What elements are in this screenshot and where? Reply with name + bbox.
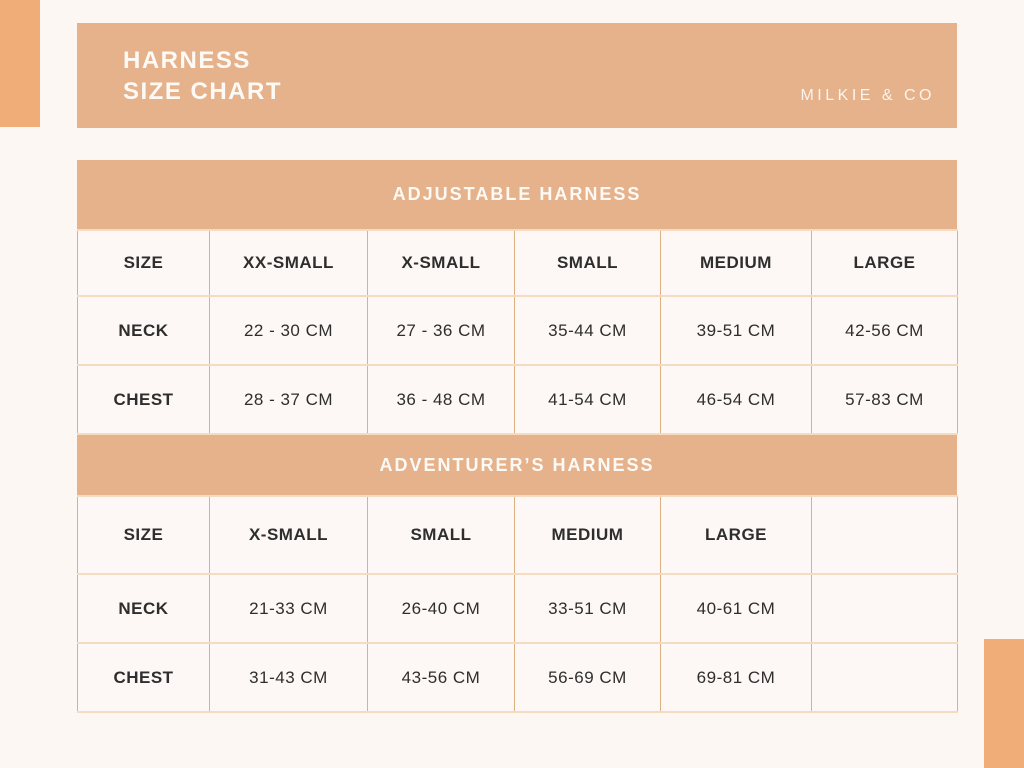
value-cell: 31-43 CM <box>209 642 368 713</box>
value-cell: 43-56 CM <box>367 642 515 713</box>
left-accent-stripe <box>0 0 40 127</box>
section-banner-adjustable: ADJUSTABLE HARNESS <box>77 160 957 229</box>
value-cell: 21-33 CM <box>209 573 368 644</box>
table-row: CHEST 28 - 37 CM 36 - 48 CM 41-54 CM 46-… <box>77 364 958 435</box>
table-row: NECK 22 - 30 CM 27 - 36 CM 35-44 CM 39-5… <box>77 295 958 366</box>
adventurer-harness-table: SIZE X-SMALL SMALL MEDIUM LARGE NECK 21-… <box>77 495 958 713</box>
column-header-cell: X-SMALL <box>367 229 515 297</box>
column-header-cell: SMALL <box>514 229 661 297</box>
brand-name: MILKIE & CO <box>800 87 935 104</box>
value-cell: 42-56 CM <box>811 295 958 366</box>
value-cell: 41-54 CM <box>514 364 661 435</box>
value-cell: 46-54 CM <box>660 364 812 435</box>
column-header-cell: MEDIUM <box>514 495 661 575</box>
bottom-right-accent-square <box>984 639 1024 768</box>
table-row: SIZE XX-SMALL X-SMALL SMALL MEDIUM LARGE <box>77 229 958 297</box>
column-header-cell: LARGE <box>660 495 812 575</box>
value-cell: 40-61 CM <box>660 573 812 644</box>
value-cell: 69-81 CM <box>660 642 812 713</box>
page-title-line1: HARNESS <box>123 46 251 74</box>
column-header-cell: X-SMALL <box>209 495 368 575</box>
value-cell: 28 - 37 CM <box>209 364 368 435</box>
value-cell: 27 - 36 CM <box>367 295 515 366</box>
column-header-cell: XX-SMALL <box>209 229 368 297</box>
table-row: CHEST 31-43 CM 43-56 CM 56-69 CM 69-81 C… <box>77 642 958 713</box>
empty-cell <box>811 495 958 575</box>
value-cell: 26-40 CM <box>367 573 515 644</box>
header-band: HARNESS SIZE CHART MILKIE & CO <box>77 23 957 128</box>
section-banner-adventurer: ADVENTURER’S HARNESS <box>77 435 957 495</box>
column-header-cell: MEDIUM <box>660 229 812 297</box>
empty-cell <box>811 642 958 713</box>
column-header-cell: SMALL <box>367 495 515 575</box>
value-cell: 39-51 CM <box>660 295 812 366</box>
value-cell: 35-44 CM <box>514 295 661 366</box>
row-label-cell: NECK <box>77 573 210 644</box>
row-label-cell: CHEST <box>77 642 210 713</box>
size-header-cell: SIZE <box>77 495 210 575</box>
adjustable-harness-table: SIZE XX-SMALL X-SMALL SMALL MEDIUM LARGE… <box>77 229 958 435</box>
size-chart-area: ADJUSTABLE HARNESS SIZE XX-SMALL X-SMALL… <box>77 160 958 713</box>
size-header-cell: SIZE <box>77 229 210 297</box>
empty-cell <box>811 573 958 644</box>
value-cell: 22 - 30 CM <box>209 295 368 366</box>
page-title-line2: SIZE CHART <box>123 77 282 105</box>
value-cell: 57-83 CM <box>811 364 958 435</box>
column-header-cell: LARGE <box>811 229 958 297</box>
value-cell: 36 - 48 CM <box>367 364 515 435</box>
table-row: SIZE X-SMALL SMALL MEDIUM LARGE <box>77 495 958 575</box>
page-title: HARNESS SIZE CHART <box>123 45 282 107</box>
row-label-cell: NECK <box>77 295 210 366</box>
table-row: NECK 21-33 CM 26-40 CM 33-51 CM 40-61 CM <box>77 573 958 644</box>
value-cell: 56-69 CM <box>514 642 661 713</box>
value-cell: 33-51 CM <box>514 573 661 644</box>
row-label-cell: CHEST <box>77 364 210 435</box>
